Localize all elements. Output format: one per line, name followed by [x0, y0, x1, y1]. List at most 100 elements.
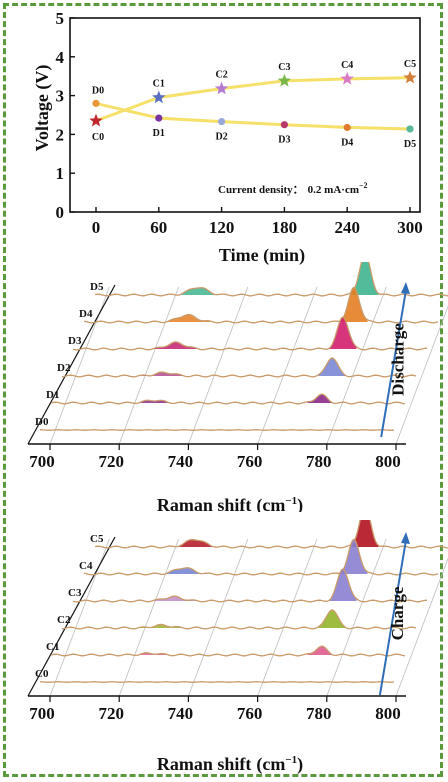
grid-line: [395, 305, 448, 445]
x-tick-label: 700: [29, 452, 55, 471]
charge-point: [277, 73, 292, 87]
peak-fill-c1: [307, 646, 335, 656]
grid-line: [188, 286, 249, 445]
spectrum-d4: [83, 286, 439, 324]
spectrum-d3: [72, 316, 428, 351]
x-tick-label: 300: [397, 218, 423, 237]
row-label-d5: D5: [90, 281, 104, 293]
row-label-c2: C2: [57, 614, 71, 626]
x-tick-label: 700: [29, 704, 55, 723]
x-tick-label: 800: [375, 704, 401, 723]
raman-discharge-plot: 700 720 740 760 780 800 D5 D4 D3 D2 D1 D0 Discharge: [27, 262, 448, 471]
x-tick-label: 780: [306, 704, 332, 723]
x-tick-label: 760: [237, 452, 263, 471]
direction-arrow-line: [378, 539, 407, 696]
voltage-axes: 0 60 120 180 240 300 0 1 2 3 4 5: [56, 9, 423, 237]
x-tick-label: 60: [150, 218, 167, 237]
depth-axis-line: [27, 284, 116, 445]
x-axis-label-close: ): [297, 495, 303, 512]
peak-fill-c4: [340, 539, 368, 574]
discharge-point: [218, 117, 226, 126]
discharge-point: [280, 121, 288, 129]
voltage-time-chart: 0 60 120 180 240 300 0 1 2 3 4 5 C0 C1 C2 C3 C4 C5 D0 D1 D2…: [32, 9, 423, 266]
discharge-point: [343, 123, 351, 132]
row-label-d2: D2: [57, 362, 71, 374]
peak-fill-d5: [351, 262, 379, 295]
discharge-point: [406, 125, 414, 133]
row-label-d0: D0: [35, 416, 49, 428]
row-label-d1: D1: [46, 389, 59, 401]
y-tick-label: 3: [56, 87, 65, 106]
x-axis-label-text: Raman shift: [157, 495, 252, 512]
peak-fill-d5: [174, 287, 221, 296]
discharge-point-label: D2: [215, 132, 227, 143]
spectrum-c5: [94, 520, 448, 549]
current-density-annotation: Current density： 0.2 mA·cm−2: [218, 181, 368, 196]
spectrum-c4: [83, 538, 439, 576]
raman-charge-plot: 700 720 740 760 780 800 C5 C4 C3 C2 C1 C0 Charge: [27, 520, 448, 723]
charge-point-label: C3: [278, 62, 290, 73]
y-tick-label: 4: [56, 48, 65, 67]
charge-curve: [95, 76, 411, 123]
discharge-point-label: D4: [341, 137, 353, 148]
charge-point: [214, 81, 229, 95]
peak-fill-d3: [329, 317, 357, 349]
depth-axis-line: [27, 536, 116, 697]
row-label-c3: C3: [68, 587, 82, 599]
spectrum-d2: [61, 357, 417, 378]
grid-line: [118, 286, 179, 445]
direction-arrow-head: [401, 282, 410, 294]
peak-fill-d4: [340, 287, 368, 322]
y-tick-label: 0: [56, 203, 65, 222]
direction-label: Charge: [388, 586, 407, 640]
x-axis-label: Time (min): [219, 245, 305, 266]
discharge-point-label: D0: [92, 85, 104, 96]
raman-discharge-chart: 700 720 740 760 780 800D5D4D3D2D1D0Discharge …: [27, 262, 448, 512]
discharge-point-label: D3: [278, 135, 290, 146]
annotation-exponent: −2: [359, 181, 368, 190]
row-label-d3: D3: [68, 335, 82, 347]
charge-point: [340, 71, 354, 85]
x-axis-label-text: Raman shift: [157, 754, 252, 774]
peak-fill-d2: [318, 358, 346, 376]
discharge-curve: [95, 101, 411, 131]
annotation-label: Current density：: [218, 184, 304, 196]
y-axis-label: Voltage (V): [32, 65, 53, 152]
y-tick-label: 5: [56, 9, 65, 28]
row-label-c5: C5: [90, 533, 104, 545]
grid-line: [118, 538, 179, 697]
x-axis-label-unit: (cm: [256, 754, 285, 775]
y-tick-label: 1: [56, 164, 65, 183]
x-tick-label: 760: [237, 704, 263, 723]
peak-fill-c5: [171, 539, 218, 548]
peak-fill-d3: [152, 341, 199, 350]
discharge-point: [155, 114, 163, 122]
peak-fill-c2: [318, 610, 346, 628]
charge-point: [152, 90, 166, 104]
x-tick-label: 240: [334, 218, 360, 237]
x-tick-label: 780: [306, 452, 332, 471]
direction-arrow-head: [401, 532, 410, 544]
peak-fill-c5: [351, 520, 379, 547]
plot-frame: [69, 17, 421, 213]
grid-line: [326, 538, 387, 697]
discharge-point-label: D5: [404, 139, 416, 150]
charge-point: [89, 113, 103, 127]
x-tick-label: 180: [272, 218, 298, 237]
x-axis-label-exponent: −1: [285, 754, 297, 766]
x-tick-label: 720: [98, 452, 124, 471]
peak-fill-c4: [160, 567, 207, 575]
x-axis-label: Raman shift (cm−1): [157, 754, 303, 775]
row-label-c1: C1: [46, 641, 59, 653]
grid-line: [395, 557, 448, 697]
row-label-c0: C0: [35, 668, 49, 680]
spectrum-c2: [61, 609, 417, 630]
grid-line: [326, 286, 387, 445]
x-tick-label: 740: [168, 704, 194, 723]
x-axis-label-unit: (cm: [256, 495, 285, 512]
peak-fill-d1: [307, 394, 335, 404]
spectrum-c1: [50, 645, 406, 657]
x-axis-label: Raman shift (cm−1): [157, 495, 303, 512]
discharge-point: [92, 99, 100, 107]
x-axis-label-close: ): [297, 754, 303, 775]
